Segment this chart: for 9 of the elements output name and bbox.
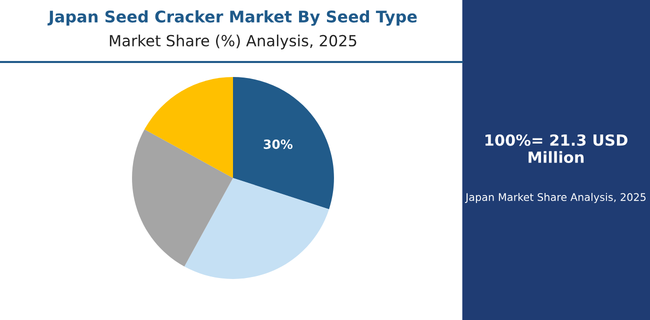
data-label: 30% xyxy=(264,140,292,149)
pie-slice xyxy=(184,178,330,279)
pie-slice xyxy=(233,77,334,210)
pie-slice xyxy=(132,129,233,266)
text: 100%= 21.3 USD Million xyxy=(486,134,628,163)
chart-subtitle: Market Share (%) Analysis, 2025 xyxy=(110,34,356,50)
chart-title: Japan Seed Cracker Market By Seed Type xyxy=(48,10,417,26)
pie-slice xyxy=(144,77,233,178)
text: Japan Market Share Analysis, 2025 xyxy=(465,192,646,204)
